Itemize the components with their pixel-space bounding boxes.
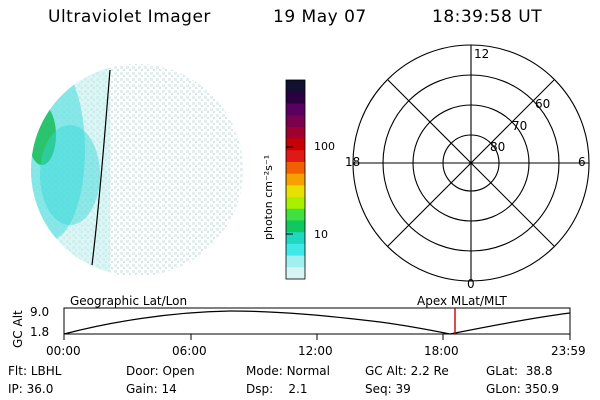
instrument-title: Ultraviolet Imager (48, 7, 211, 27)
colorbar-segment (286, 197, 305, 210)
orbit-xtick-1: 06:00 (172, 344, 207, 358)
orbit-altitude-curve (63, 310, 571, 335)
colorbar-segment (286, 255, 305, 268)
colorbar-tick-100: 100 (314, 140, 335, 153)
orbit-left-title: Geographic Lat/Lon (70, 294, 188, 308)
status-seq: Seq: 39 (365, 382, 411, 396)
status-glon: GLon: 350.9 (486, 382, 559, 396)
lat-label-60: 60 (535, 97, 551, 111)
mlt-label-6: 6 (578, 155, 586, 169)
colorbar-segment (286, 185, 305, 198)
lat-label-80: 80 (490, 140, 506, 154)
mlt-label-0: 0 (467, 277, 475, 291)
colorbar-tick-10: 10 (314, 228, 328, 241)
colorbar-segment (286, 138, 305, 151)
terminator-line (91, 69, 111, 266)
status-dsp: Dsp: 2.1 (246, 382, 308, 396)
mlt-label-12: 12 (474, 47, 490, 61)
auroral-disk-image (31, 64, 243, 276)
status-gain: Gain: 14 (126, 382, 177, 396)
date-label: 19 May 07 (273, 7, 367, 27)
orbit-ytick-bottom: 1.8 (30, 325, 50, 339)
colorbar-segment (286, 126, 305, 140)
colorbar-segment (286, 208, 305, 221)
status-glat: GLat: 38.8 (486, 364, 553, 378)
orbit-xtick-0: 00:00 (46, 344, 81, 358)
colorbar-segment (286, 150, 305, 163)
colorbar-segment (286, 161, 305, 175)
orbit-right-title: Apex MLat/MLT (417, 294, 507, 308)
status-mode: Mode: Normal (246, 364, 330, 378)
orbit-xtick-4: 23:59 (551, 344, 586, 358)
orbit-xtick-2: 12:00 (298, 344, 333, 358)
colorbar-segment (286, 232, 305, 245)
colorbar-segment (286, 267, 305, 280)
colorbar-segment (286, 220, 305, 233)
lat-label-70: 70 (512, 119, 528, 133)
colorbar-segment (286, 103, 305, 116)
colorbar-segment (286, 115, 305, 128)
colorbar-segment (286, 91, 305, 104)
colorbar-segment (286, 243, 305, 257)
status-ip: IP: 36.0 (8, 382, 54, 396)
colorbar-segment (286, 80, 305, 93)
status-door: Door: Open (126, 364, 195, 378)
mlt-label-18: 18 (345, 155, 361, 169)
orbit-ytick-top: 9.0 (30, 305, 50, 319)
time-label: 18:39:58 UT (432, 7, 543, 27)
colorbar-segment (286, 173, 305, 186)
orbit-xtick-3: 18:00 (424, 344, 459, 358)
status-gc-alt: GC Alt: 2.2 Re (365, 364, 449, 378)
status-flt: Flt: LBHL (8, 364, 62, 378)
